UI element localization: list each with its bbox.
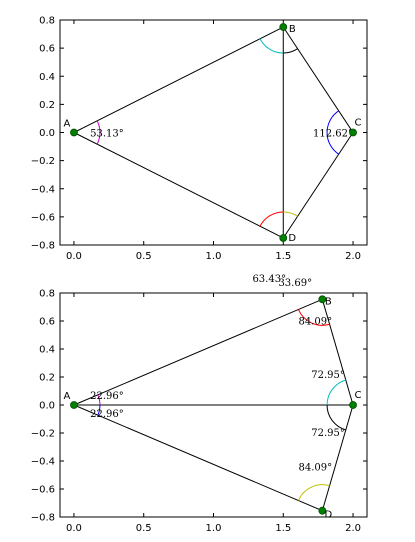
point-D xyxy=(279,234,288,242)
y-tick-label: 0.8 xyxy=(39,289,55,300)
angle-arc xyxy=(326,404,346,431)
angle-label: 112.62° xyxy=(313,129,353,140)
angle-label: 84.09° xyxy=(299,316,333,327)
edge-AB xyxy=(73,26,284,133)
chart-1: 0.0 0.5 1.0 1.5 2.0 0.8 0.6 0.4 0.2 0.0 −0.2 −0.4 −0… xyxy=(31,16,368,289)
point-label: B xyxy=(325,296,332,307)
y-tick-label: −0.4 xyxy=(31,184,55,195)
edge-DA xyxy=(73,132,284,239)
angle-label: 33.69° xyxy=(278,278,312,289)
angle-label: 22.96° xyxy=(90,409,124,420)
angle-arc xyxy=(326,110,339,155)
angle-arc xyxy=(283,211,298,217)
y-tick-label: 0.6 xyxy=(39,44,55,55)
angle-arc xyxy=(297,484,330,501)
x-tick-label: 1.5 xyxy=(275,523,291,534)
y-tick-label: −0.6 xyxy=(31,212,55,223)
chart-2: 0.0 0.5 1.0 1.5 2.0 0.8 0.6 0.4 0.2 0.0 −0.2 −0.4 −0… xyxy=(31,289,368,534)
y-tick-label: 0.0 xyxy=(39,401,55,412)
edge-DA xyxy=(73,404,323,512)
y-tick-label: −0.4 xyxy=(31,457,55,468)
point-C xyxy=(349,401,357,409)
y-tick-label: −0.2 xyxy=(31,156,55,167)
angle-arc xyxy=(259,38,284,54)
point-D xyxy=(318,506,327,515)
x-tick-label: 0.5 xyxy=(136,523,152,534)
y-tick-label: 0.2 xyxy=(39,373,55,384)
angle-label: 84.09° xyxy=(299,463,333,474)
point-label: A xyxy=(64,391,71,402)
x-tick-label: 1.0 xyxy=(206,251,222,262)
angle-arc xyxy=(97,404,101,416)
edge-AB xyxy=(73,298,323,406)
edge-CD xyxy=(321,404,354,511)
y-tick-label: 0.2 xyxy=(39,100,55,111)
y-tick-label: −0.6 xyxy=(31,485,55,496)
angle-label: 22.96° xyxy=(90,391,124,402)
edge-CD xyxy=(282,132,354,239)
y-tick-label: 0.8 xyxy=(39,16,55,27)
point-label: C xyxy=(355,390,362,401)
point-label: B xyxy=(289,24,296,35)
angle-arc xyxy=(259,211,284,227)
y-tick-label: −0.2 xyxy=(31,429,55,440)
y-tick-label: −0.8 xyxy=(31,241,55,252)
angle-label: 72.95° xyxy=(311,428,345,439)
x-tick-label: 2.0 xyxy=(345,523,361,534)
y-tick-label: −0.8 xyxy=(31,513,55,524)
angle-arc xyxy=(326,379,346,406)
x-tick-label: 0.0 xyxy=(66,523,82,534)
point-A xyxy=(70,401,78,409)
edge-BC xyxy=(321,299,354,406)
y-tick-label: 0.0 xyxy=(39,128,55,139)
angle-arc xyxy=(283,48,298,54)
edge-BC xyxy=(282,26,354,133)
point-label: C xyxy=(355,118,362,129)
x-tick-label: 0.0 xyxy=(66,251,82,262)
angle-label: 72.95° xyxy=(311,370,345,381)
point-A xyxy=(70,128,78,137)
y-tick-label: 0.4 xyxy=(39,345,55,356)
x-tick-label: 1.0 xyxy=(206,523,222,534)
y-tick-label: 0.6 xyxy=(39,317,55,328)
point-label: D xyxy=(288,233,296,244)
point-B xyxy=(318,295,327,304)
angle-label: 53.13° xyxy=(90,129,124,140)
y-tick-label: 0.4 xyxy=(39,72,55,83)
point-label: A xyxy=(64,119,71,130)
point-B xyxy=(279,23,288,31)
angle-arc xyxy=(96,120,101,145)
x-tick-label: 1.5 xyxy=(275,251,291,262)
point-label: D xyxy=(324,510,332,521)
angle-arc xyxy=(297,309,330,326)
point-C xyxy=(349,128,357,137)
x-tick-label: 0.5 xyxy=(136,251,152,262)
angle-arc xyxy=(97,394,101,406)
angle-label: 63.43° xyxy=(252,274,286,285)
x-tick-label: 2.0 xyxy=(345,251,361,262)
